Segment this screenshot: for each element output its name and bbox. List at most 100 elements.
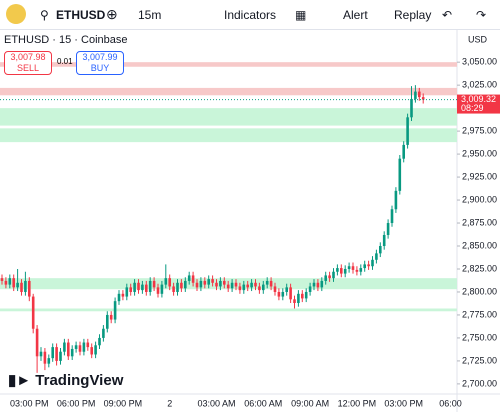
- y-tick-label: 2,800.00: [462, 286, 497, 296]
- candle-body: [94, 345, 97, 355]
- logo-text: TradingView: [35, 372, 124, 389]
- candle-body: [184, 280, 187, 289]
- candle-body: [82, 342, 86, 352]
- candle-body: [164, 278, 168, 285]
- candle-body: [328, 275, 331, 279]
- candle-body: [145, 284, 148, 292]
- candle-body: [125, 287, 129, 297]
- spread: 0.01: [57, 57, 73, 66]
- candle-body: [355, 269, 359, 272]
- candle-body: [250, 282, 253, 288]
- logo: ▮► TradingView: [8, 371, 123, 389]
- y-tick-label: 2,725.00: [462, 355, 497, 365]
- candle-body: [55, 347, 58, 361]
- indicators[interactable]: Indicators: [224, 8, 277, 22]
- replay[interactable]: Replay: [394, 8, 432, 22]
- candle-body: [418, 91, 421, 98]
- candle-body: [31, 296, 35, 329]
- candle-body: [351, 266, 355, 270]
- add-button[interactable]: ⊕: [106, 6, 118, 22]
- candle-body: [172, 286, 175, 292]
- candle-body: [301, 293, 304, 299]
- candle-body: [117, 293, 121, 302]
- candle-body: [121, 293, 125, 297]
- layouts-icon[interactable]: ▦: [295, 8, 307, 22]
- sell-button[interactable]: 3,007.98 SELL: [4, 51, 52, 75]
- candle-body: [47, 358, 51, 364]
- candle-body: [285, 287, 288, 292]
- candle-body: [113, 301, 117, 320]
- candle-body: [152, 280, 156, 288]
- interval[interactable]: 15m: [138, 8, 162, 22]
- y-tick-label: 3,050.00: [462, 57, 497, 67]
- candle-body: [133, 282, 136, 292]
- undo[interactable]: ↶: [442, 8, 453, 22]
- candle-body: [304, 291, 308, 299]
- candle-body: [160, 284, 164, 294]
- candle-body: [223, 280, 226, 285]
- x-tick-label: 03:00 PM: [384, 398, 423, 408]
- candle-body: [379, 246, 382, 254]
- candle-body: [215, 282, 218, 287]
- redo[interactable]: ↷: [476, 8, 487, 22]
- candle-body: [0, 278, 4, 281]
- zone: [0, 62, 457, 67]
- x-tick-label: 03:00 PM: [10, 398, 49, 408]
- y-tick-label: 2,825.00: [462, 263, 497, 273]
- chart: USD 3,050.003,025.003,000.002,975.002,95…: [0, 30, 500, 412]
- candle-body: [86, 342, 90, 348]
- candle-body: [375, 253, 378, 260]
- zone: [0, 87, 457, 96]
- candle-body: [78, 345, 82, 352]
- y-tick-label: 2,975.00: [462, 125, 497, 135]
- candle-body: [59, 351, 62, 361]
- buy-price: 3,007.99: [82, 52, 118, 62]
- candle-body: [226, 284, 230, 289]
- y-tick-label: 2,950.00: [462, 148, 497, 158]
- candle-body: [242, 284, 246, 291]
- candle-body: [359, 268, 363, 272]
- candle-body: [421, 97, 425, 100]
- zone: [0, 128, 457, 143]
- candle-body: [8, 278, 12, 285]
- candle-body: [109, 314, 113, 320]
- candle-body: [363, 264, 366, 269]
- candle-body: [70, 348, 74, 357]
- candle-body: [269, 280, 273, 287]
- candle-body: [67, 342, 70, 357]
- candle-body: [74, 345, 78, 349]
- x-tick-label: 09:00 PM: [104, 398, 143, 408]
- symbol-search[interactable]: ETHUSD: [56, 8, 106, 22]
- candle-body: [386, 223, 390, 235]
- sell-label: SELL: [16, 63, 40, 73]
- candle-body: [35, 328, 39, 357]
- candle-body: [382, 234, 386, 247]
- candle-body: [39, 351, 43, 357]
- candle-body: [234, 282, 238, 287]
- candle-body: [24, 280, 27, 292]
- candle-body: [289, 287, 292, 300]
- candle-body: [211, 279, 214, 283]
- avatar[interactable]: [6, 4, 26, 24]
- candle-body: [398, 158, 402, 191]
- candle-body: [51, 347, 54, 359]
- candle-body: [102, 328, 105, 338]
- candle-body: [187, 275, 191, 281]
- candle-body: [156, 287, 160, 294]
- x-tick-label: 06:00 PM: [57, 398, 96, 408]
- legend: ETHUSD · 15 · Coinbase: [4, 34, 128, 46]
- candle-body: [195, 282, 199, 288]
- search-icon: ⚲: [40, 8, 49, 22]
- candle-body: [219, 280, 222, 287]
- candle-body: [238, 286, 242, 291]
- candle-body: [324, 275, 327, 281]
- candle-body: [141, 284, 144, 291]
- y-tick-label: 2,700.00: [462, 378, 497, 388]
- buy-button[interactable]: 3,007.99 BUY: [76, 51, 124, 75]
- candle-body: [402, 144, 405, 159]
- candle-body: [262, 284, 265, 291]
- alert[interactable]: Alert: [343, 8, 368, 22]
- candle-body: [273, 286, 277, 292]
- candle-body: [406, 117, 409, 145]
